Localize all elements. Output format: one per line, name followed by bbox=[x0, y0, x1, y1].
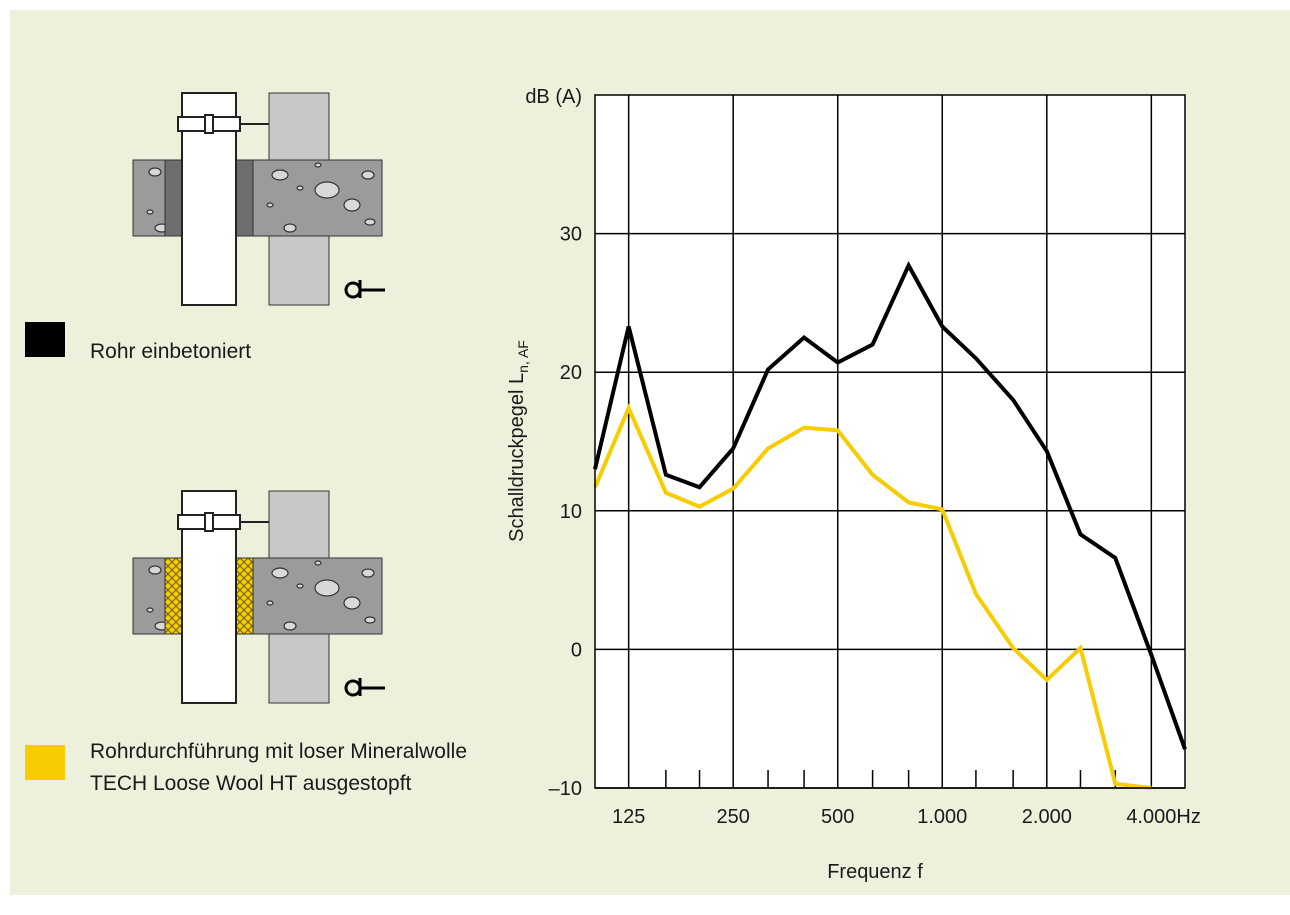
illustration-concrete bbox=[132, 92, 385, 306]
plot-frame bbox=[594, 94, 1186, 789]
legend-text: Rohr einbetoniert bbox=[90, 340, 252, 363]
line-series bbox=[593, 403, 1152, 790]
y-tick-label: –10 bbox=[549, 778, 582, 800]
x-tick-label: 4.000 bbox=[1126, 806, 1176, 828]
x-axis-label: Frequenz f bbox=[827, 861, 923, 883]
y-tick-label: 30 bbox=[560, 224, 582, 246]
legend-swatch bbox=[25, 745, 65, 780]
plot-area bbox=[595, 95, 1185, 788]
y-tick-label: 20 bbox=[560, 362, 582, 384]
x-tick-label: 250 bbox=[717, 806, 750, 828]
y-unit: dB (A) bbox=[525, 86, 582, 108]
y-axis-label: Schalldruckpegel Ln, AF bbox=[506, 340, 531, 542]
y-tick-label: 0 bbox=[571, 639, 582, 661]
x-tick-label: 2.000 bbox=[1022, 806, 1072, 828]
line-series bbox=[593, 261, 1187, 750]
y-tick-label: 10 bbox=[560, 501, 582, 523]
x-tick-label: 125 bbox=[612, 806, 645, 828]
legend-swatch bbox=[25, 322, 65, 357]
illustration-wool bbox=[132, 490, 385, 704]
x-unit: Hz bbox=[1176, 806, 1200, 828]
x-tick-label: 500 bbox=[821, 806, 854, 828]
y-axis-label-main: Schalldruckpegel L bbox=[506, 373, 528, 542]
legend-text: Rohrdurchführung mit loser Mineralwolle … bbox=[90, 740, 467, 795]
y-axis-label-sub: n, AF bbox=[515, 340, 531, 373]
x-tick-label: 1.000 bbox=[917, 806, 967, 828]
